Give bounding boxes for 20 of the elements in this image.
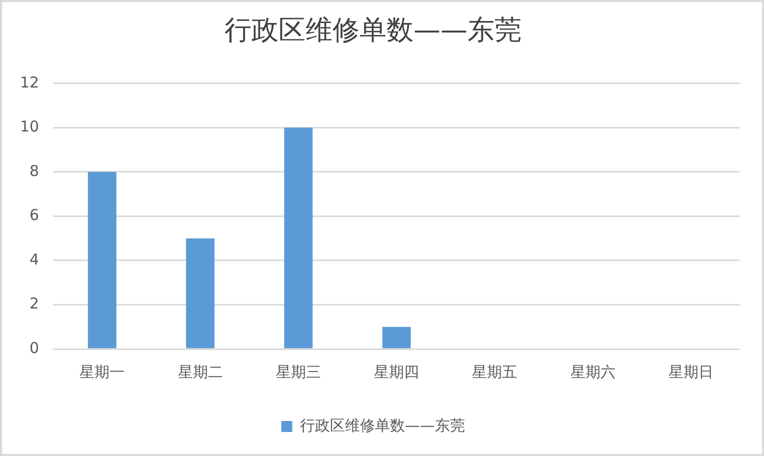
bar <box>88 172 116 348</box>
bar <box>186 238 215 348</box>
y-tick-label: 6 <box>30 206 40 224</box>
chart-title: 行政区维修单数——东莞 <box>224 15 522 46</box>
x-tick-label: 星期一 <box>80 362 125 381</box>
y-tick-label: 4 <box>30 250 40 268</box>
y-tick-label: 10 <box>20 118 40 136</box>
y-tick-label: 12 <box>20 73 40 92</box>
x-tick-label: 星期日 <box>668 362 714 381</box>
bar <box>382 326 411 348</box>
y-tick-label: 2 <box>30 294 40 313</box>
x-tick-label: 星期四 <box>374 362 420 381</box>
y-tick-label: 8 <box>30 162 40 180</box>
x-tick-label: 星期六 <box>570 362 616 381</box>
x-tick-label: 星期二 <box>178 362 223 381</box>
bar <box>284 128 313 348</box>
legend-label: 行政区维修单数——东莞 <box>300 416 465 434</box>
x-tick-label: 星期五 <box>472 362 518 381</box>
x-tick-label: 星期三 <box>276 362 321 381</box>
y-tick-label: 0 <box>30 338 40 357</box>
